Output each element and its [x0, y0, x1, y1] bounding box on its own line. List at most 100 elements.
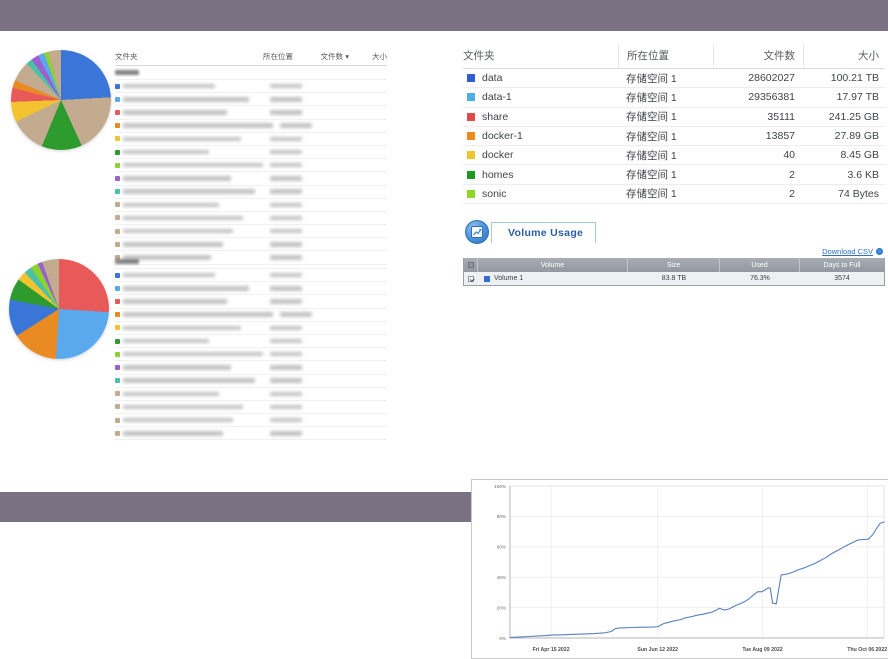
redacted-folder-table-2[interactable] [115, 255, 387, 441]
redacted-table-row[interactable] [115, 93, 387, 107]
tab-volume-usage[interactable]: Volume Usage [491, 222, 597, 243]
volume-row-checkbox[interactable] [468, 275, 474, 282]
folder-row[interactable]: docker 存储空间 1 40 8.45 GB [463, 146, 885, 166]
redacted-table-row[interactable] [115, 388, 387, 401]
redacted-location [270, 176, 302, 181]
folder-location: 存储空间 1 [626, 169, 677, 182]
th-file-count[interactable]: 文件数 [713, 44, 803, 67]
redacted-group-title [115, 255, 387, 269]
row-color-swatch [115, 378, 120, 384]
row-color-swatch [115, 351, 120, 357]
folder-row[interactable]: share 存储空间 1 35111 241.25 GB [463, 108, 885, 127]
volume-usage-line-plot: 0% 20% 40% 60% 80% 100% Fri Apr 15 2022 Sun Jun… [494, 484, 887, 653]
folder-location: 存储空间 1 [626, 91, 677, 104]
redacted-location [270, 255, 302, 260]
volume-usage-widget: Volume Usage Download CSV Volume Size Us… [463, 220, 888, 659]
redacted-th-folder[interactable]: 文件夹 [115, 52, 138, 61]
redacted-table-row[interactable] [115, 348, 387, 362]
folder-row[interactable]: docker-1 存储空间 1 13857 27.89 GB [463, 127, 885, 147]
folder-location: 存储空间 1 [626, 188, 677, 201]
redacted-table-row[interactable] [115, 295, 387, 309]
redacted-folder-name [123, 391, 219, 397]
header-divider [463, 68, 885, 69]
redacted-table-row[interactable] [115, 212, 387, 226]
folder-file-count: 29356381 [748, 91, 795, 104]
redacted-table-row[interactable] [115, 375, 387, 388]
folder-location: 存储空间 1 [626, 130, 677, 143]
volume-row[interactable]: Volume 1 83.8 TB 76.3% 3574 [464, 272, 884, 285]
select-all-checkbox[interactable] [467, 262, 474, 268]
row-color-swatch [115, 364, 120, 370]
redacted-table-row[interactable] [115, 282, 387, 296]
download-icon[interactable] [876, 248, 883, 255]
folder-row[interactable]: data-1 存储空间 1 29356381 17.97 TB [463, 88, 885, 108]
redacted-table-row[interactable] [115, 427, 387, 441]
folder-name: data-1 [482, 91, 512, 104]
folder-size-table: 文件夹 所在位置 文件数 大小 data 存储空间 1 28602027 100… [463, 43, 885, 205]
redacted-table-row[interactable] [115, 238, 387, 252]
page-content: 文件夹 所在位置 文件数 ▾ 大小 [0, 31, 888, 659]
row-color-swatch [115, 175, 120, 181]
redacted-folder-name [123, 286, 249, 291]
select-all-cell[interactable] [464, 258, 478, 272]
redacted-table-row[interactable] [115, 309, 387, 322]
folder-name: share [482, 110, 509, 123]
th-location[interactable]: 所在位置 [618, 44, 713, 67]
folder-color-swatch [467, 170, 475, 179]
redacted-th-size[interactable]: 大小 [372, 52, 387, 61]
redacted-folder-name [123, 431, 223, 436]
folder-row[interactable]: data 存储空间 1 28602027 100.21 TB [463, 69, 885, 89]
redacted-th-filecount[interactable]: 文件数 ▾ [320, 52, 349, 61]
folder-color-swatch [467, 74, 475, 83]
redacted-table-row[interactable] [115, 322, 387, 335]
redacted-table-row[interactable] [115, 401, 387, 415]
redacted-table-row[interactable] [115, 159, 387, 173]
redacted-table-row[interactable] [115, 361, 387, 375]
redacted-location [270, 338, 302, 344]
redacted-location [270, 136, 302, 142]
redacted-table-row[interactable] [115, 186, 387, 199]
folder-row[interactable]: homes 存储空间 1 2 3.6 KB [463, 165, 885, 185]
row-color-swatch [115, 417, 120, 423]
folder-size-pie-1 [11, 50, 111, 150]
row-color-swatch [115, 430, 120, 436]
redacted-table-row[interactable] [115, 120, 387, 133]
redacted-location [270, 242, 302, 247]
row-color-swatch [115, 136, 120, 142]
svg-text:60%: 60% [497, 545, 506, 550]
redacted-table-row[interactable] [115, 199, 387, 212]
vth-days-to-full[interactable]: Days to Full [823, 261, 861, 269]
row-color-swatch [115, 312, 120, 318]
redacted-folder-table-1[interactable]: 文件夹 所在位置 文件数 ▾ 大小 [115, 48, 387, 265]
redacted-table-row[interactable] [115, 146, 387, 160]
volume-usage-chart[interactable]: 0% 20% 40% 60% 80% 100% Fri Apr 15 2022 Sun Jun… [471, 479, 888, 659]
vth-used[interactable]: Used [720, 258, 800, 272]
vth-volume[interactable]: Volume [478, 258, 628, 272]
row-color-swatch [115, 109, 120, 115]
redacted-table-row[interactable] [115, 106, 387, 120]
redacted-table-row[interactable] [115, 80, 387, 94]
volume-name: Volume 1 [494, 275, 524, 282]
redacted-location [270, 378, 302, 383]
redacted-table-row[interactable] [115, 269, 387, 283]
redacted-table-row[interactable] [115, 414, 387, 428]
redacted-table-row[interactable] [115, 133, 387, 146]
folder-name: homes [482, 168, 514, 181]
redacted-location [270, 431, 302, 436]
folder-row[interactable]: sonic 存储空间 1 2 74 Bytes [463, 185, 885, 205]
svg-text:Fri Apr 15 2022: Fri Apr 15 2022 [533, 647, 570, 653]
redacted-table-row[interactable] [115, 335, 387, 349]
download-csv-link[interactable]: Download CSV [822, 247, 873, 256]
redacted-location [270, 272, 302, 278]
redacted-th-location[interactable]: 所在位置 [263, 52, 293, 61]
volume-table-body: Volume 1 83.8 TB 76.3% 3574 [464, 272, 884, 285]
redacted-folder-name [123, 338, 209, 344]
vth-size[interactable]: Size [628, 258, 720, 272]
redacted-table-row[interactable] [115, 225, 387, 239]
redacted-table-row[interactable] [115, 251, 387, 265]
th-folder[interactable]: 文件夹 [463, 50, 495, 62]
redacted-table-row[interactable] [115, 172, 387, 186]
th-size[interactable]: 大小 [803, 44, 885, 67]
redacted-folder-name [123, 110, 227, 115]
row-color-swatch [115, 202, 120, 208]
